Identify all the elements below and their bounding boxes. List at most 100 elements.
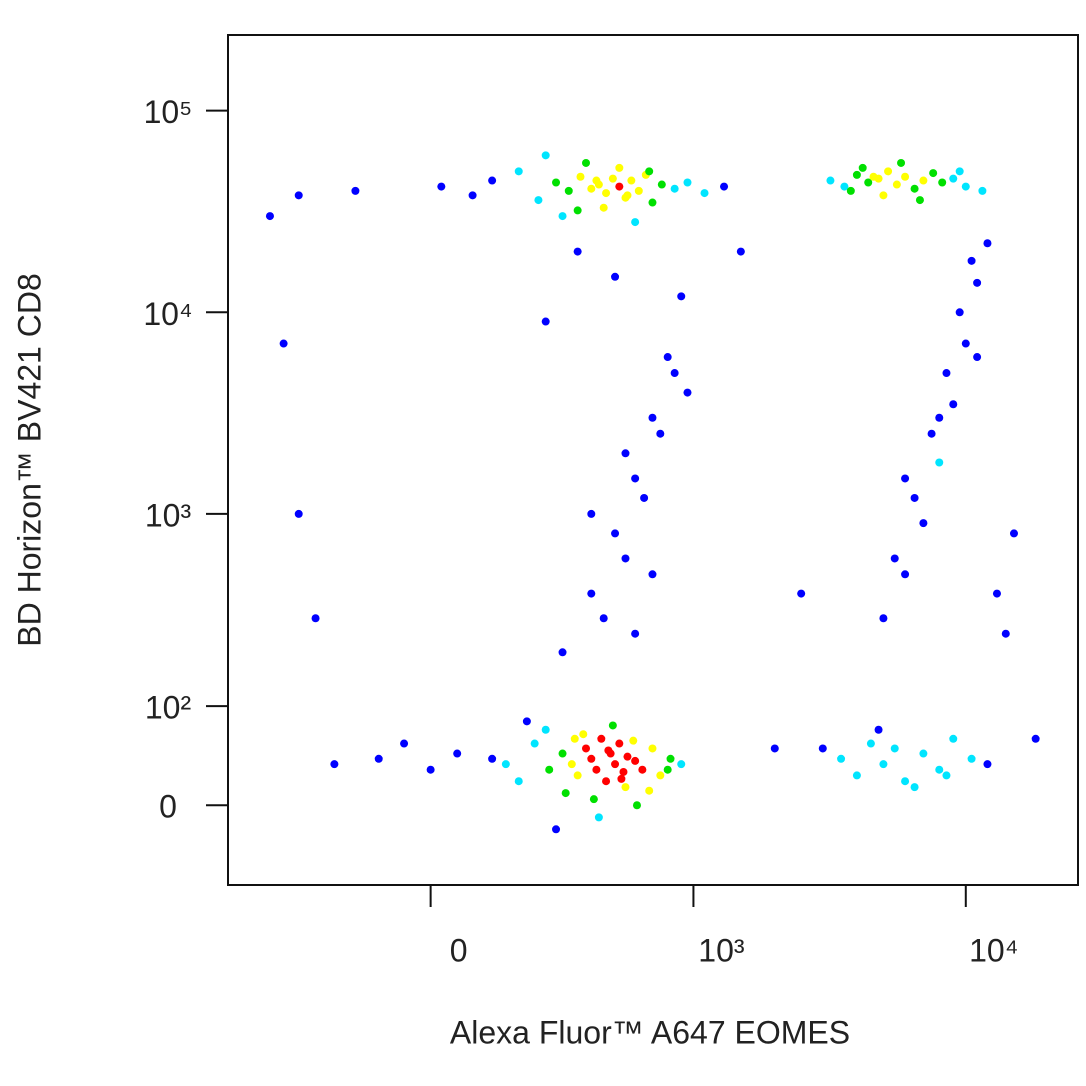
x-tick-label: 10⁴ bbox=[969, 932, 1018, 968]
point bbox=[594, 813, 603, 822]
point bbox=[530, 739, 539, 748]
point bbox=[623, 752, 632, 761]
point bbox=[901, 570, 910, 579]
point bbox=[621, 554, 630, 563]
point bbox=[967, 256, 976, 265]
point bbox=[840, 182, 849, 191]
point bbox=[611, 760, 620, 769]
points bbox=[265, 151, 1040, 834]
point bbox=[587, 754, 596, 763]
point bbox=[874, 725, 883, 734]
point bbox=[265, 212, 274, 221]
point bbox=[611, 529, 620, 538]
point bbox=[631, 474, 640, 483]
point bbox=[640, 493, 649, 502]
point bbox=[589, 795, 598, 804]
point bbox=[884, 167, 893, 176]
point bbox=[736, 247, 745, 256]
point bbox=[634, 186, 643, 195]
point bbox=[552, 178, 561, 187]
point bbox=[648, 198, 657, 207]
point bbox=[631, 218, 640, 227]
point bbox=[587, 589, 596, 598]
point bbox=[400, 739, 409, 748]
point bbox=[374, 754, 383, 763]
point bbox=[700, 189, 709, 198]
point bbox=[901, 777, 910, 786]
point bbox=[910, 184, 919, 193]
point bbox=[955, 167, 964, 176]
point bbox=[488, 176, 497, 185]
point bbox=[541, 725, 550, 734]
point bbox=[573, 247, 582, 256]
point bbox=[567, 760, 576, 769]
point bbox=[818, 744, 827, 753]
point bbox=[631, 629, 640, 638]
point bbox=[919, 176, 928, 185]
point bbox=[576, 172, 585, 181]
point bbox=[558, 749, 567, 758]
point bbox=[892, 180, 901, 189]
point bbox=[573, 206, 582, 215]
point bbox=[311, 614, 320, 623]
point bbox=[558, 648, 567, 657]
point bbox=[279, 339, 288, 348]
point bbox=[663, 353, 672, 362]
point bbox=[294, 191, 303, 200]
point bbox=[564, 186, 573, 195]
point bbox=[604, 746, 613, 755]
point bbox=[351, 186, 360, 195]
point bbox=[602, 777, 611, 786]
point bbox=[720, 182, 729, 191]
point bbox=[514, 167, 523, 176]
point bbox=[608, 174, 617, 183]
point bbox=[879, 191, 888, 200]
point bbox=[599, 203, 608, 212]
point bbox=[501, 760, 510, 769]
point bbox=[864, 178, 873, 187]
x-tick-label: 10³ bbox=[698, 932, 745, 968]
point bbox=[294, 509, 303, 518]
y-axis-label: BD Horizon™ BV421 CD8 bbox=[11, 273, 47, 646]
point bbox=[582, 158, 591, 167]
point bbox=[587, 509, 596, 518]
y-tick-label: 10² bbox=[145, 690, 192, 726]
point bbox=[330, 760, 339, 769]
point bbox=[488, 754, 497, 763]
point bbox=[645, 786, 654, 795]
point bbox=[938, 178, 947, 187]
point bbox=[592, 765, 601, 774]
point bbox=[632, 801, 641, 810]
point bbox=[437, 182, 446, 191]
y-tick-label: 10⁴ bbox=[143, 296, 192, 332]
point bbox=[858, 163, 867, 172]
point bbox=[619, 767, 628, 776]
point bbox=[866, 739, 875, 748]
point bbox=[629, 736, 638, 745]
x-axis-label: Alexa Fluor™ A647 EOMES bbox=[450, 1014, 850, 1050]
point bbox=[973, 353, 982, 362]
point bbox=[522, 717, 531, 726]
point bbox=[663, 765, 672, 774]
point bbox=[592, 176, 601, 185]
point bbox=[666, 754, 675, 763]
point bbox=[514, 777, 523, 786]
point bbox=[826, 176, 835, 185]
point bbox=[1009, 529, 1018, 538]
point bbox=[929, 169, 938, 178]
point bbox=[949, 174, 958, 183]
point bbox=[983, 239, 992, 248]
point bbox=[949, 734, 958, 743]
point bbox=[978, 186, 987, 195]
point bbox=[621, 449, 630, 458]
point bbox=[623, 191, 632, 200]
point bbox=[942, 369, 951, 378]
point bbox=[1001, 629, 1010, 638]
point bbox=[890, 744, 899, 753]
point bbox=[656, 429, 665, 438]
point bbox=[602, 189, 611, 198]
point bbox=[1031, 734, 1040, 743]
point bbox=[627, 176, 636, 185]
point bbox=[910, 783, 919, 792]
